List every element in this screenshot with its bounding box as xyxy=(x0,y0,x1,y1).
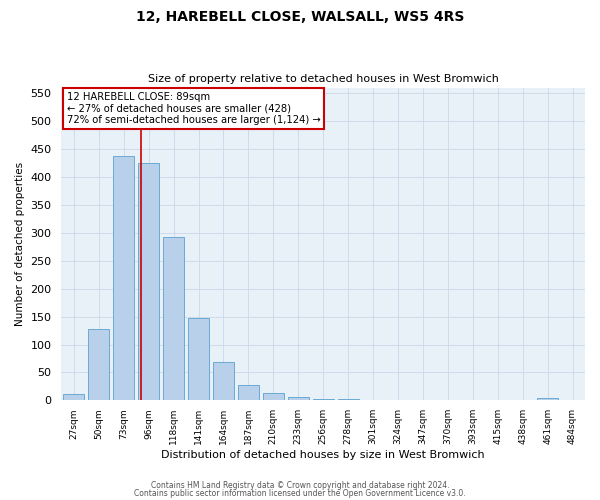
Bar xyxy=(537,398,558,400)
Bar xyxy=(163,238,184,400)
Bar xyxy=(263,393,284,400)
Bar xyxy=(63,394,85,400)
Text: 12, HAREBELL CLOSE, WALSALL, WS5 4RS: 12, HAREBELL CLOSE, WALSALL, WS5 4RS xyxy=(136,10,464,24)
Bar xyxy=(88,330,109,400)
Bar xyxy=(313,399,334,400)
Bar xyxy=(287,396,309,400)
Text: Contains public sector information licensed under the Open Government Licence v3: Contains public sector information licen… xyxy=(134,488,466,498)
Text: 12 HAREBELL CLOSE: 89sqm
← 27% of detached houses are smaller (428)
72% of semi-: 12 HAREBELL CLOSE: 89sqm ← 27% of detach… xyxy=(67,92,320,126)
Bar xyxy=(238,386,259,400)
X-axis label: Distribution of detached houses by size in West Bromwich: Distribution of detached houses by size … xyxy=(161,450,485,460)
Bar xyxy=(188,318,209,400)
Title: Size of property relative to detached houses in West Bromwich: Size of property relative to detached ho… xyxy=(148,74,499,84)
Bar xyxy=(113,156,134,400)
Bar xyxy=(138,163,159,400)
Y-axis label: Number of detached properties: Number of detached properties xyxy=(15,162,25,326)
Text: Contains HM Land Registry data © Crown copyright and database right 2024.: Contains HM Land Registry data © Crown c… xyxy=(151,481,449,490)
Bar xyxy=(213,362,234,401)
